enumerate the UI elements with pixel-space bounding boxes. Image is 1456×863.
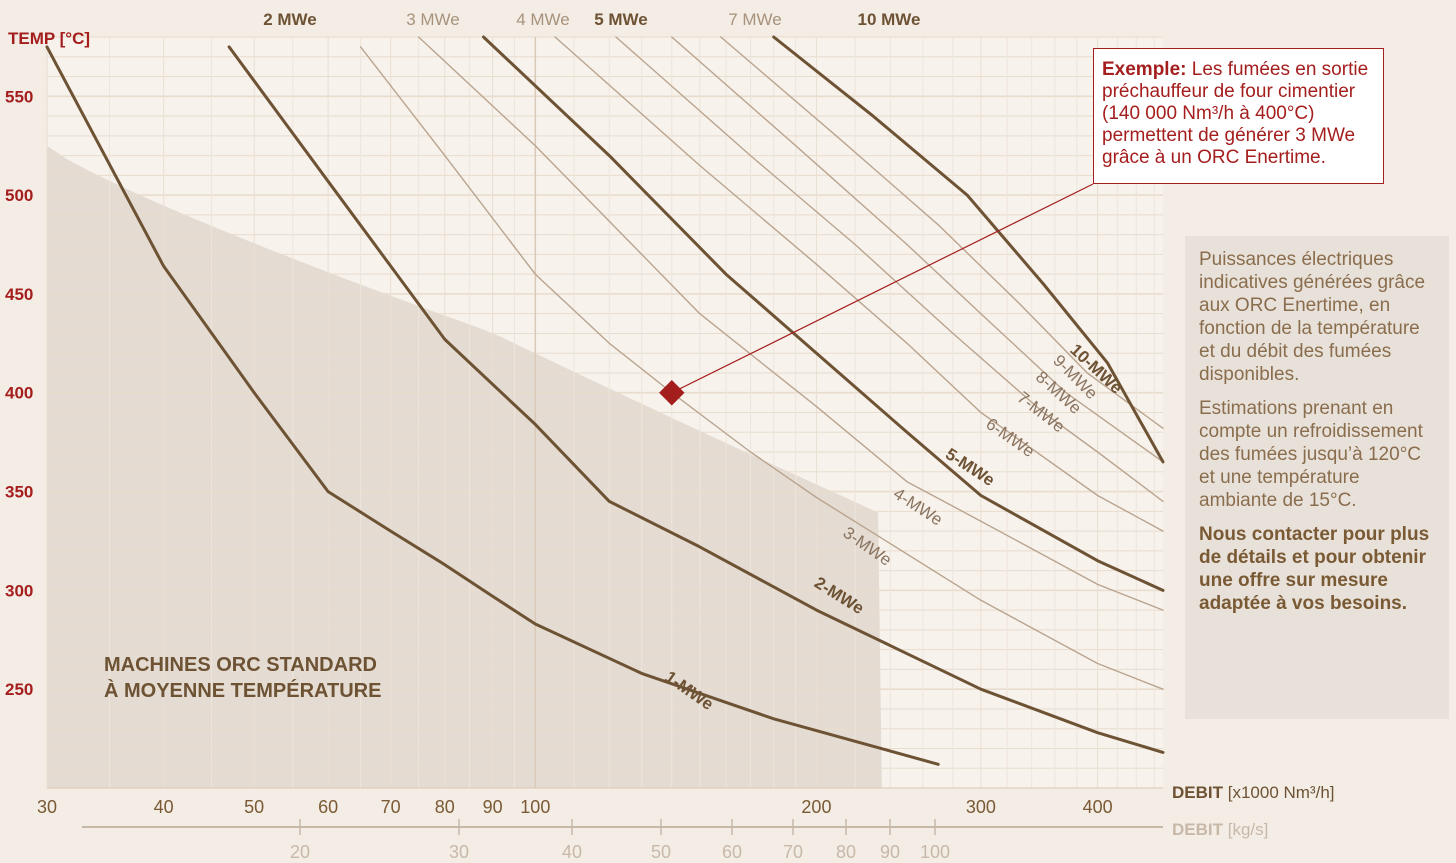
top-power-label: 2 MWe bbox=[263, 10, 317, 29]
side-note-p3: Nous contacter pour plus de détails et p… bbox=[1199, 524, 1430, 614]
secondary-tick-label: 20 bbox=[290, 842, 310, 862]
region-label-line1: MACHINES ORC STANDARD bbox=[104, 654, 377, 676]
series-line bbox=[554, 36, 1164, 532]
secondary-tick-label: 90 bbox=[880, 842, 900, 862]
standard-region bbox=[47, 145, 882, 788]
secondary-tick-label: 60 bbox=[722, 842, 742, 862]
y-tick-label: 400 bbox=[5, 384, 33, 403]
y-tick-label: 250 bbox=[5, 680, 33, 699]
x-tick-label: 100 bbox=[520, 797, 550, 817]
top-power-label: 7 MWe bbox=[728, 10, 782, 29]
example-text: Les fumées en sortie préchauffeur de fou… bbox=[1102, 59, 1369, 168]
top-power-label: 5 MWe bbox=[594, 10, 648, 29]
side-note: Puissances électriques indicatives génér… bbox=[1185, 236, 1449, 719]
region-label-line2: À MOYENNE TEMPÉRATURE bbox=[104, 679, 381, 702]
side-note-p2: Estimations prenant en compte un refroid… bbox=[1199, 398, 1423, 511]
x-tick-label: 30 bbox=[37, 797, 57, 817]
y-tick-label: 450 bbox=[5, 285, 33, 304]
x-tick-label: 40 bbox=[154, 797, 174, 817]
x-tick-label: 90 bbox=[483, 797, 503, 817]
series-line bbox=[671, 36, 1164, 463]
x-tick-label: 400 bbox=[1083, 797, 1113, 817]
y-tick-label: 300 bbox=[5, 581, 33, 600]
series-line bbox=[45, 45, 940, 766]
series-line bbox=[720, 36, 1164, 429]
y-axis-title: TEMP [°C] bbox=[8, 29, 90, 48]
x-tick-label: 60 bbox=[318, 797, 338, 817]
example-connector bbox=[671, 183, 1094, 394]
x-tick-label: 200 bbox=[801, 797, 831, 817]
x-tick-label: 300 bbox=[966, 797, 996, 817]
secondary-tick-label: 40 bbox=[562, 842, 582, 862]
secondary-tick-label: 100 bbox=[920, 842, 950, 862]
top-power-label: 4 MWe bbox=[516, 10, 570, 29]
y-tick-label: 550 bbox=[5, 87, 33, 106]
series-line bbox=[772, 35, 1165, 464]
top-power-label: 10 MWe bbox=[858, 10, 921, 29]
series-line bbox=[482, 35, 1165, 592]
series-line bbox=[227, 45, 1165, 754]
secondary-tick-label: 30 bbox=[449, 842, 469, 862]
series-line bbox=[359, 46, 1164, 690]
y-tick-label: 350 bbox=[5, 483, 33, 502]
side-note-p1: Puissances électriques indicatives génér… bbox=[1199, 249, 1426, 385]
series-line bbox=[417, 36, 1164, 611]
example-title: Exemple: bbox=[1102, 59, 1187, 80]
series-line bbox=[615, 36, 1164, 503]
secondary-tick-label: 80 bbox=[836, 842, 856, 862]
y-tick-label: 500 bbox=[5, 186, 33, 205]
secondary-tick-label: 50 bbox=[651, 842, 671, 862]
secondary-axis-title: DEBIT [kg/s] bbox=[1172, 820, 1268, 839]
x-tick-label: 50 bbox=[244, 797, 264, 817]
top-power-label: 3 MWe bbox=[406, 10, 460, 29]
example-callout: Exemple: Les fumées en sortie préchauffe… bbox=[1093, 48, 1384, 184]
x-tick-label: 80 bbox=[435, 797, 455, 817]
x-tick-label: 70 bbox=[381, 797, 401, 817]
x-axis-title: DEBIT [x1000 Nm³/h] bbox=[1172, 783, 1335, 802]
example-marker bbox=[659, 380, 685, 406]
secondary-tick-label: 70 bbox=[783, 842, 803, 862]
